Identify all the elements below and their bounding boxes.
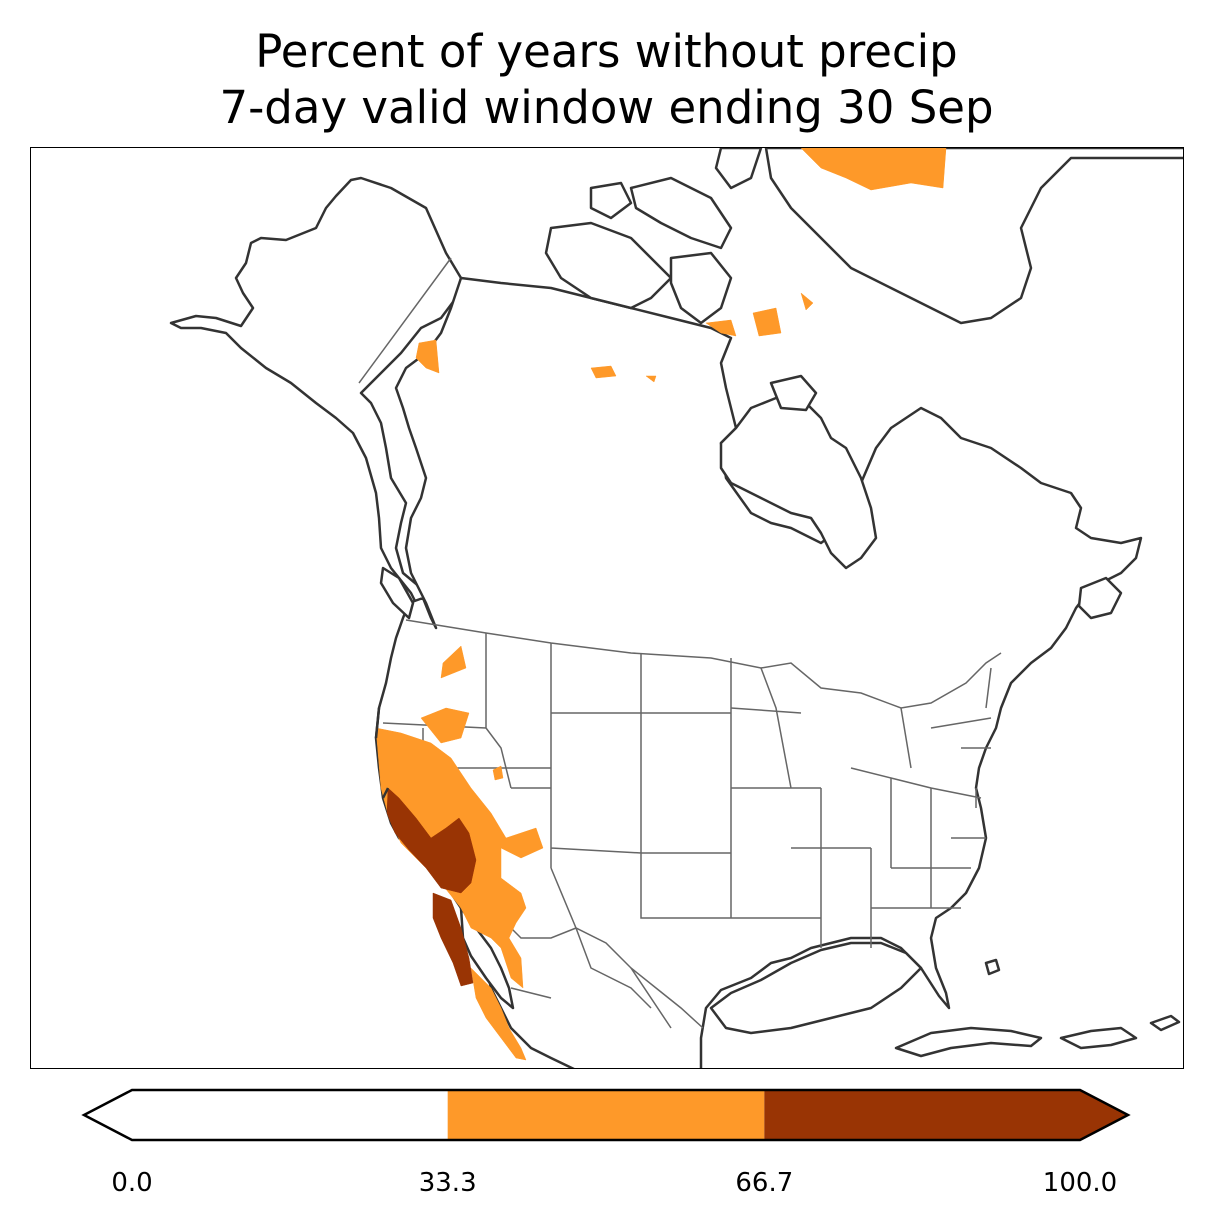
puerto-rico [1149,1014,1181,1032]
hudson-bay [719,396,878,570]
baja-core [432,892,474,987]
colorbar-extend-max [1080,1090,1128,1140]
foxe-patch-1 [705,319,737,337]
state-lines-central [730,667,971,948]
colorbar-bin-0 [132,1090,448,1140]
arctic-island-4 [589,181,633,220]
foxe-patch-3 [800,292,814,311]
arctic-island-2 [629,176,733,250]
coastline-layer [169,148,1183,1068]
oregon-nevada-patch [420,707,470,744]
colorbar-tick-label: 33.3 [418,1168,477,1198]
california-core [386,787,477,894]
colorbar-extend-min [84,1090,132,1140]
cuba [894,1026,1043,1058]
colorbar-bin-1 [447,1090,765,1140]
coastline-overlay [374,707,390,799]
southampton-island [769,374,818,412]
precip-overlay [375,148,947,1061]
arctic-island-3 [669,251,733,325]
colorbar-tick-label: 100.0 [1042,1168,1118,1198]
north-america-map [169,148,1183,1068]
utah-patch [492,765,504,781]
newfoundland [1077,576,1123,620]
colorbar-bin-2 [764,1090,1080,1140]
yukon-patch [415,339,440,374]
colorbar [81,1088,1131,1142]
colorbar-tick-label: 0.0 [111,1168,153,1198]
baja-sur-patch [470,967,527,1061]
arctic-island-1 [544,221,673,310]
greenland-coast [764,148,1183,325]
map-title-line-2: 7-day valid window ending 30 Sep [219,81,994,134]
gulf-of-mexico [709,941,923,1035]
nunavut-patch-2 [645,375,657,383]
colorbar-bins [84,1090,1128,1140]
foxe-patch-2 [752,307,782,337]
arctic-island-5 [714,148,763,190]
colorbar-tick-label: 66.7 [735,1168,794,1198]
us-canada-border [405,619,1002,709]
state-lines-east [900,667,992,839]
gulf-of-california [459,906,515,1010]
nunavut-patch-1 [590,365,617,379]
greenland-patch [800,148,947,191]
map-title-line-1: Percent of years without precip [255,25,958,78]
alaska-coast [169,176,463,625]
class-67-100-areas [386,787,477,987]
map-panel [30,147,1184,1069]
mexico-states [510,927,672,1029]
vancouver-island [379,566,415,620]
colorbar-outline [81,1088,1131,1142]
hispaniola [1059,1026,1138,1050]
bahamas [984,958,1001,976]
alaska-canada-border [358,257,452,384]
idaho-patch [440,645,467,679]
